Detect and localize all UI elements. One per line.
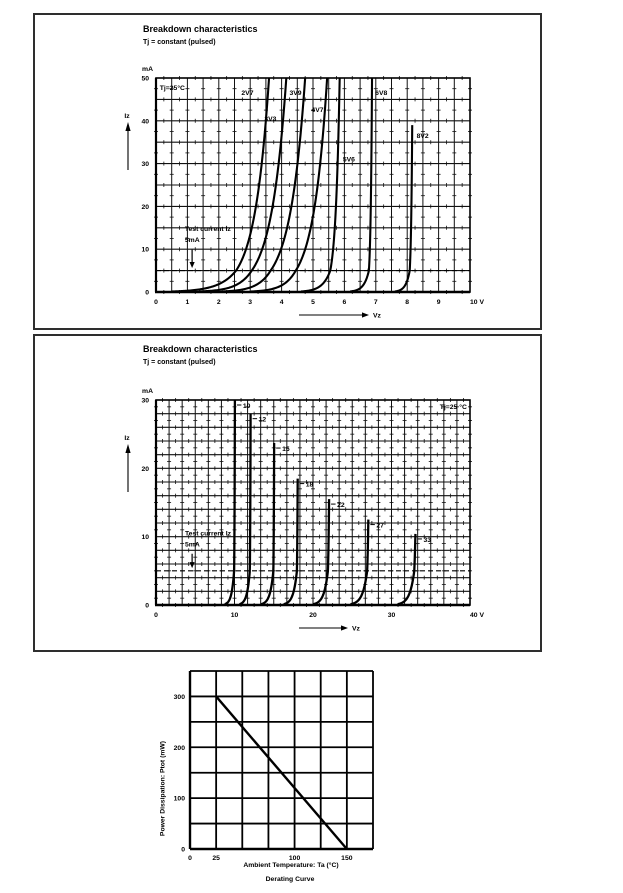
test-current-label: Test current Iz [185,226,232,233]
down-arrowhead-icon [189,262,195,269]
derating-caption: Derating Curve [265,876,315,883]
x-tick-label: 30 [388,612,396,619]
curve-3V9 [221,77,307,293]
curve-22 [312,499,331,606]
y-tick-label: 30 [141,398,149,405]
x-axis-arrow-label: Vz [352,626,361,633]
x-tick-label: 150 [341,855,353,862]
y-tick-label: 0 [181,847,185,854]
y-tick-label: 20 [141,204,149,211]
x-tick-label: 6 [343,299,347,306]
curve-label-6V8: 6V8 [375,90,387,97]
test-current-label: Test current Iz [185,530,232,537]
breakdown-chart-low-voltage: 2V7 3V3 3V9 4V7 5V6 6V8 8V2 0 1 2 3 4 5 6 7 8 9 10 V 0 10 20… [124,66,484,320]
x-tick-label: 10 V [470,299,484,306]
x-tick-label: 0 [154,612,158,619]
y-tick-label: 50 [141,76,149,83]
tj-corner-label: Tj=25°C [160,84,185,92]
y-tick-label: 300 [174,694,186,701]
y-tick-label: 100 [174,796,186,803]
x-tick-label: 10 [231,612,239,619]
curve-3V3 [198,77,288,293]
curve-label-8V2: 8V2 [417,133,429,140]
x-axis-arrow-label: Vz [373,313,382,320]
curve-4V7 [250,77,329,293]
curve-label-2V7: 2V7 [241,90,253,97]
curve-label-27: 27 [376,523,384,530]
y-axis-arrow-label: Iz [124,113,130,120]
derating-x-axis-title: Ambient Temperature: Ta (°C) [243,862,339,869]
x-tick-label: 0 [154,299,158,306]
y-tick-label: 20 [141,466,149,473]
x-tick-label: 25 [212,855,220,862]
curve-label-10: 10 [243,403,251,410]
test-current-value: 5mA [185,541,200,548]
derating-y-axis-title: Power Dissipation: Ptot (mW) [159,740,167,837]
curve-label-22: 22 [337,502,345,509]
y-tick-label: 0 [145,290,149,297]
x-tick-label: 40 V [470,612,484,619]
y-tick-label: 0 [145,603,149,610]
y-unit-label: mA [142,388,153,395]
x-tick-label: 9 [437,299,441,306]
curve-label-4V7: 4V7 [311,107,323,114]
chart2-title: Breakdown characteristics [143,344,258,354]
x-tick-label: 8 [405,299,409,306]
curve-label-3V9: 3V9 [289,90,301,97]
x-tick-label: 4 [280,299,284,306]
right-arrowhead-icon [341,625,348,631]
y-tick-label: 10 [141,534,149,541]
derating-line [215,695,348,850]
y-tick-label: 30 [141,161,149,168]
curve-5V6 [300,77,341,293]
x-tick-label: 3 [248,299,252,306]
derating-chart: 0 25 100 150 0 100 200 300 [174,670,374,862]
curve-label-5V6: 5V6 [343,156,355,163]
grid [154,398,472,607]
x-tick-label: 7 [374,299,378,306]
x-tick-label: 2 [217,299,221,306]
curve-label-18: 18 [306,482,314,489]
chart2-subtitle: Tj = constant (pulsed) [143,359,216,366]
right-arrowhead-icon [362,312,369,318]
x-tick-label: 20 [309,612,317,619]
test-current-value: 5mA [185,237,200,244]
curve-33 [396,533,417,606]
breakdown-chart-high-voltage: 10 12 15 18 22 27 33 0 10 20 30 40 V 0 10 20 30 mA Iz Vz Tj… [124,388,484,633]
curve-10 [223,399,237,606]
grid [154,76,472,294]
x-tick-label: 0 [188,855,192,862]
curve-label-33: 33 [423,537,431,544]
tj-corner-label: Tj=25 °C [440,403,467,411]
curve-12 [238,413,252,606]
x-tick-label: 1 [186,299,190,306]
y-tick-label: 40 [141,118,149,125]
chart1-title: Breakdown characteristics [143,24,258,34]
y-tick-label: 10 [141,247,149,254]
x-tick-label: 100 [289,855,301,862]
curve-2V7 [171,77,271,293]
curve-27 [349,519,370,606]
curve-label-15: 15 [282,446,290,453]
y-unit-label: mA [142,66,153,73]
curve-label-12: 12 [259,417,267,424]
curve-18 [282,478,299,606]
curve-6V8 [349,77,374,293]
curve-15 [260,443,276,606]
breakdown-chart-box-low [33,13,542,330]
x-tick-label: 5 [311,299,315,306]
up-arrowhead-icon [125,122,131,131]
up-arrowhead-icon [125,444,131,453]
chart1-subtitle: Tj = constant (pulsed) [143,39,216,46]
y-tick-label: 200 [174,745,186,752]
y-axis-arrow-label: Iz [124,435,130,442]
curve-8V2 [394,125,414,293]
curve-label-3V3: 3V3 [264,116,276,123]
down-arrowhead-icon [189,562,195,569]
